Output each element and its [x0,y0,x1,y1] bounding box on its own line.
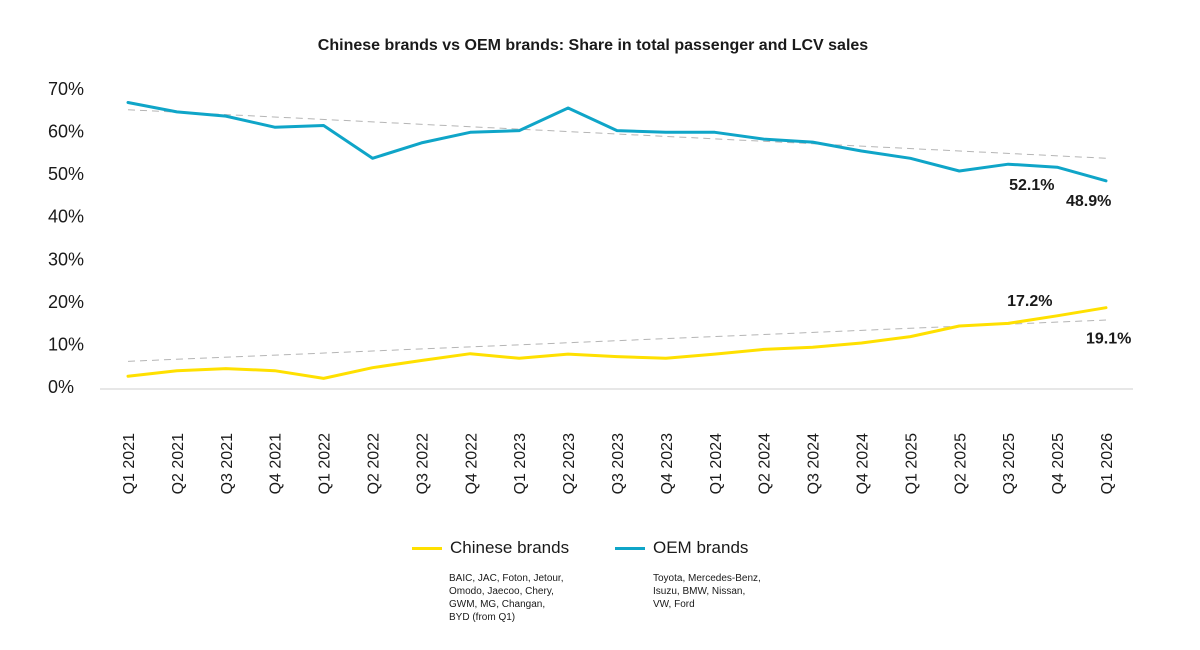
y-tick-label: 50% [48,164,84,184]
y-tick-label: 20% [48,292,84,312]
x-tick-label: Q3 2021 [219,433,236,494]
y-tick-label: 10% [48,334,84,354]
y-tick-label: 40% [48,207,84,227]
legend-label-oem: OEM brands [653,538,749,557]
data-label: 52.1% [1009,177,1054,194]
legend-label-chinese: Chinese brands [450,538,570,557]
data-label: 19.1% [1086,331,1131,348]
data-label: 17.2% [1007,293,1052,310]
y-tick-label: 0% [48,377,74,397]
x-tick-label: Q3 2023 [610,433,627,494]
x-tick-label: Q4 2022 [463,433,480,494]
x-tick-label: Q1 2022 [317,433,334,494]
data-label: 48.9% [1066,193,1111,210]
x-tick-label: Q1 2025 [903,433,920,494]
legend-swatch-chinese [412,546,442,550]
x-tick-label: Q3 2024 [806,433,823,494]
x-tick-label: Q4 2024 [855,433,872,494]
legend-swatch-oem [615,546,645,550]
legend-item-chinese-brands: Chinese brands BAIC, JAC, Foton, Jetour,… [412,538,569,624]
x-tick-label: Q2 2023 [561,433,578,494]
x-tick-label: Q1 2024 [708,433,725,494]
chart-title: Chinese brands vs OEM brands: Share in t… [318,37,868,54]
x-tick-label: Q4 2021 [268,433,285,494]
x-tick-label: Q2 2024 [757,433,774,494]
y-tick-label: 30% [48,249,84,269]
x-tick-label: Q1 2023 [512,433,529,494]
y-tick-label: 70% [48,79,84,99]
x-tick-label: Q2 2025 [952,433,969,494]
legend-note-chinese: BAIC, JAC, Foton, Jetour, Omodo, Jaecoo,… [449,573,564,623]
x-tick-label: Q1 2026 [1099,433,1116,494]
x-tick-label: Q4 2023 [659,433,676,494]
x-tick-label: Q2 2021 [170,433,187,494]
x-tick-label: Q2 2022 [366,433,383,494]
x-tick-label: Q3 2025 [1001,433,1018,494]
x-tick-label: Q3 2022 [414,433,431,494]
x-tick-label: Q1 2021 [121,433,138,494]
series-line-chinese-brands [126,306,1108,380]
legend-note-oem: Toyota, Mercedes-Benz, Isuzu, BMW, Nissa… [653,573,761,610]
trendline-oem-brands [127,109,1107,159]
legend-item-oem-brands: OEM brands Toyota, Mercedes-Benz, Isuzu,… [615,538,761,611]
x-tick-label: Q4 2025 [1050,433,1067,494]
series-line-oem-brands [126,101,1108,183]
y-tick-label: 60% [48,122,84,142]
